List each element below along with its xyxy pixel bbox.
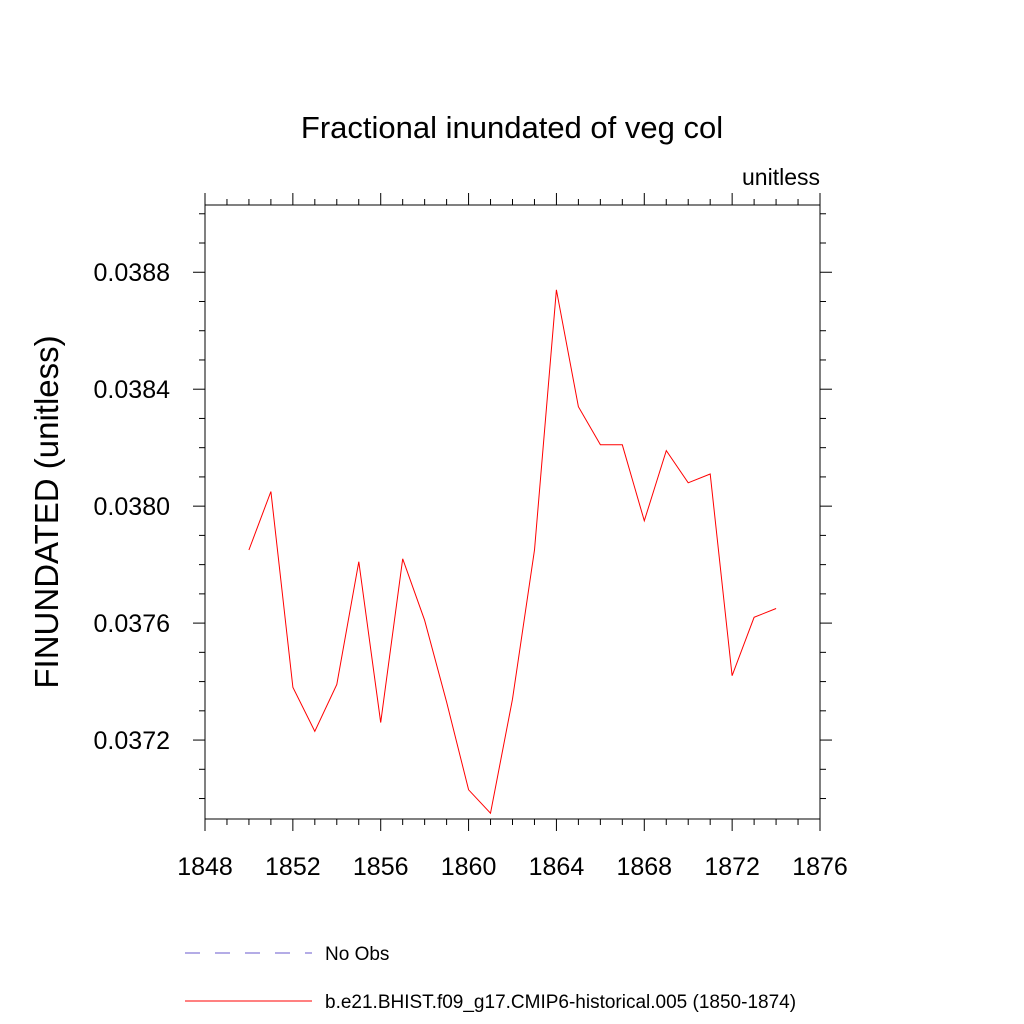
axis-ticks xyxy=(193,193,832,831)
data-point xyxy=(446,702,447,703)
data-point xyxy=(600,444,601,445)
data-point xyxy=(292,687,293,688)
data-point xyxy=(578,406,579,407)
legend-label-historical: b.e21.BHIST.f09_g17.CMIP6-historical.005… xyxy=(325,992,796,1013)
series-lines xyxy=(248,289,777,815)
x-tick-label: 1860 xyxy=(441,853,497,881)
data-point xyxy=(534,550,535,551)
data-point xyxy=(336,684,337,685)
legend-label-no-obs: No Obs xyxy=(325,944,389,965)
legend: No Obs b.e21.BHIST.f09_g17.CMIP6-histori… xyxy=(185,944,796,1013)
data-point xyxy=(358,561,359,562)
y-tick-label: 0.0380 xyxy=(94,493,170,521)
x-tick-label: 1868 xyxy=(616,853,672,881)
data-point xyxy=(314,731,315,732)
x-tick-label: 1876 xyxy=(792,853,848,881)
x-tick-label: 1848 xyxy=(177,853,233,881)
data-point xyxy=(248,550,249,551)
series-line xyxy=(248,289,777,815)
data-point xyxy=(512,699,513,700)
data-point xyxy=(754,617,755,618)
plot-frame xyxy=(204,204,821,820)
data-point xyxy=(556,289,557,290)
data-point xyxy=(622,444,623,445)
data-point xyxy=(688,482,689,483)
data-point xyxy=(710,473,711,474)
data-point xyxy=(270,491,271,492)
x-tick-label: 1864 xyxy=(529,853,585,881)
data-point xyxy=(732,675,733,676)
y-tick-label: 0.0372 xyxy=(94,727,170,755)
y-tick-label: 0.0376 xyxy=(94,610,170,638)
x-tick-label: 1852 xyxy=(265,853,321,881)
x-tick-label: 1872 xyxy=(704,853,760,881)
data-point xyxy=(380,722,381,723)
y-tick-label: 0.0384 xyxy=(94,376,171,404)
units-label: unitless xyxy=(742,164,820,190)
data-point xyxy=(402,558,403,559)
data-point xyxy=(644,520,645,521)
data-point xyxy=(490,813,491,814)
x-tick-labels: 1848 1852 1856 1860 1864 1868 1872 1876 xyxy=(177,853,848,881)
y-tick-label: 0.0388 xyxy=(94,259,170,287)
y-axis-label: FINUNDATED (unitless) xyxy=(28,335,65,688)
data-point xyxy=(468,789,469,790)
data-point xyxy=(776,608,777,609)
chart-title: Fractional inundated of veg col xyxy=(301,110,723,145)
y-tick-labels: 0.0372 0.0376 0.0380 0.0384 0.0388 xyxy=(94,259,171,755)
data-point xyxy=(424,620,425,621)
data-point xyxy=(666,450,667,451)
x-tick-label: 1856 xyxy=(353,853,409,881)
